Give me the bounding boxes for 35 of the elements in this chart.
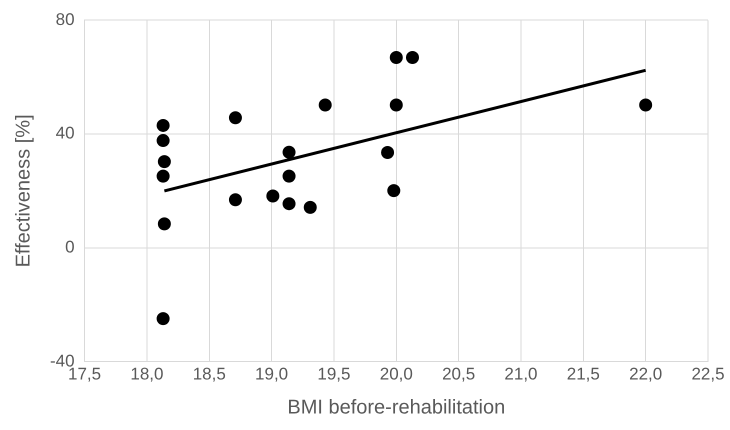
x-tick-label: 20,5 (442, 364, 476, 384)
point (158, 217, 171, 230)
y-tick-label: 0 (65, 237, 75, 256)
x-axis-title: BMI before-rehabilitation (287, 396, 506, 419)
x-tick-label: 19,5 (317, 364, 350, 384)
point (266, 190, 280, 203)
y-axis-title: Effectiveness [%] (12, 114, 35, 268)
point (390, 50, 403, 64)
y-tick-label: 80 (56, 10, 75, 29)
x-tick-label: 21,0 (504, 364, 538, 384)
x-tick-label: 22,0 (629, 364, 662, 384)
point (282, 170, 296, 183)
point (228, 111, 242, 124)
point (156, 170, 170, 183)
point (381, 146, 394, 159)
x-tick-label: 18,0 (130, 364, 164, 384)
point (156, 134, 170, 148)
point (228, 193, 242, 206)
x-tick-label: 18,5 (192, 364, 226, 384)
x-tick-label: 22,5 (691, 364, 725, 384)
point (156, 312, 170, 326)
x-tick-label: 19,0 (255, 364, 288, 384)
point (387, 184, 400, 198)
x-tick-label: 21,5 (566, 364, 600, 384)
point (156, 118, 170, 132)
x-tick-label: 20,0 (380, 364, 413, 384)
y-tick-label: 40 (56, 124, 75, 143)
point (390, 98, 403, 112)
point (282, 197, 296, 210)
point (406, 50, 419, 64)
point (318, 98, 332, 112)
point (282, 146, 296, 159)
point (158, 155, 171, 168)
point (304, 200, 317, 214)
point (639, 98, 652, 112)
